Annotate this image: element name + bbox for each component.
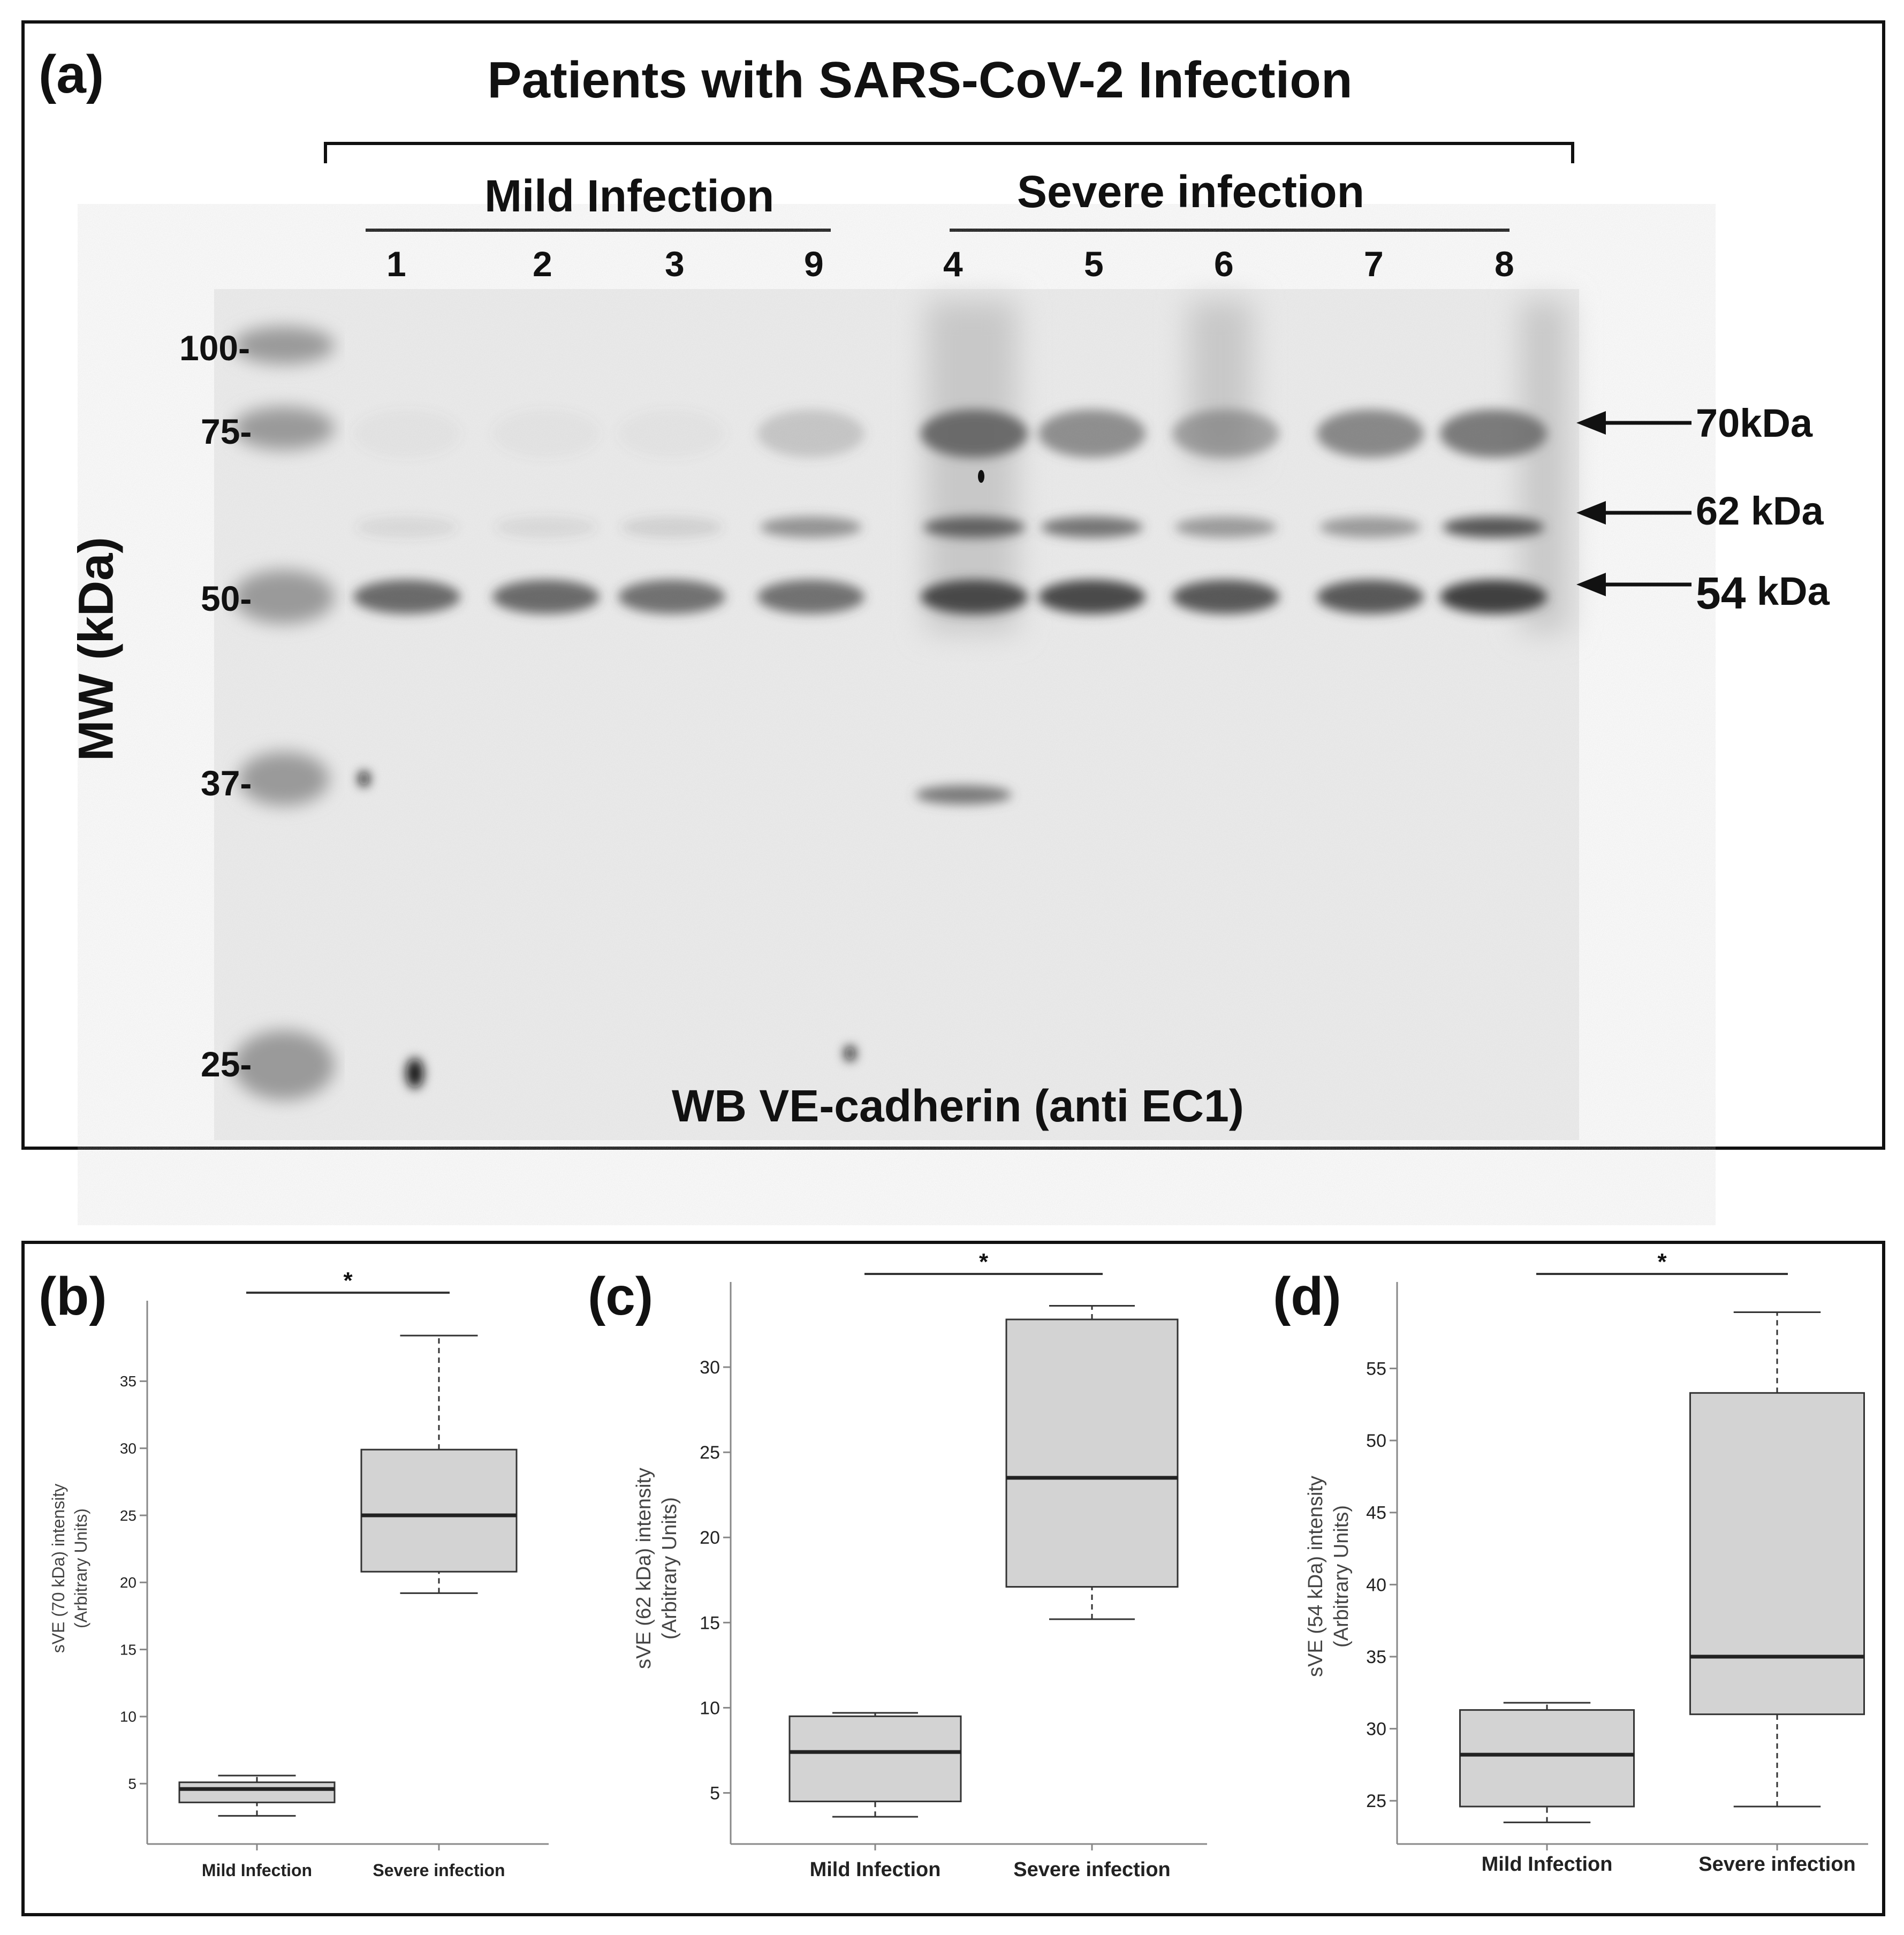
boxplot-panel: 25 30 35 40 45 50 55 sVE (54 kDa) intensity (Arb… (1304, 1249, 1868, 1876)
lane-label: 5 (1084, 244, 1104, 284)
box-iqr (360, 1448, 518, 1573)
panel-a-frame (21, 20, 1885, 1150)
mw-marker: 25- (201, 1044, 252, 1084)
y-tick-label: 10 (700, 1698, 720, 1718)
y-tick-label: 40 (1366, 1575, 1386, 1595)
box-iqr (788, 1715, 962, 1802)
lane-label: 8 (1495, 244, 1514, 284)
x-tick-label: Mild Infection (810, 1858, 941, 1881)
arrow-label-62kda: 62 kDa (1696, 489, 1824, 533)
box-iqr (178, 1781, 336, 1803)
arrow-label-70kda: 70kDa (1696, 401, 1813, 445)
box-mild (1459, 1702, 1635, 1824)
lane-label: 9 (804, 244, 824, 284)
box-iqr (1005, 1318, 1179, 1588)
y-tick-label: 25 (700, 1443, 720, 1463)
panel-b-label: (b) (39, 1266, 107, 1326)
box-severe (1005, 1305, 1179, 1620)
y-tick-label: 50 (1366, 1431, 1386, 1451)
y-tick-label: 15 (120, 1641, 136, 1658)
lane-label: 7 (1364, 244, 1384, 284)
y-axis-label: sVE (54 kDa) intensity (Arbitrary Units) (1304, 1476, 1353, 1677)
mild-infection-group-label: Mild Infection (484, 171, 775, 221)
panel-d-label: (d) (1273, 1266, 1341, 1326)
y-tick-label: 20 (120, 1574, 136, 1591)
boxplot-panel: 5 10 15 20 25 30 sVE (62 kDa) intensity (Arbitr… (633, 1249, 1207, 1881)
panel-a-title: Patients with SARS-CoV-2 Infection (487, 51, 1353, 109)
y-tick-label: 25 (1366, 1791, 1386, 1811)
y-tick-label: 30 (120, 1440, 136, 1456)
y-tick-label: 5 (710, 1783, 720, 1803)
y-tick-label: 15 (700, 1613, 720, 1633)
y-tick-label: 20 (700, 1528, 720, 1548)
lane-label: 4 (943, 244, 963, 284)
x-tick-label: Mild Infection (1482, 1853, 1613, 1876)
y-tick-label: 30 (1366, 1719, 1386, 1740)
panel-bcd-frame (21, 1241, 1885, 1916)
box-mild (178, 1774, 336, 1817)
box-severe (1689, 1311, 1865, 1808)
y-axis-label: sVE (70 kDa) intensity (Arbitrary Units) (49, 1484, 90, 1653)
lane-label: 6 (1214, 244, 1234, 284)
y-axis-label: sVE (62 kDa) intensity (Arbitrary Units) (633, 1468, 681, 1669)
arrow-label-54: 54 (1696, 568, 1746, 618)
y-tick-label: 10 (120, 1709, 136, 1725)
box-severe (360, 1334, 518, 1594)
mw-marker: 75- (201, 412, 252, 451)
panel-c-label: (c) (588, 1266, 654, 1326)
x-tick-label: Severe infection (1013, 1858, 1171, 1881)
lane-label: 3 (665, 244, 685, 284)
mw-marker: 100- (179, 328, 251, 368)
y-tick-label: 55 (1366, 1359, 1386, 1379)
lane-label: 1 (386, 244, 406, 284)
blot-caption: WB VE-cadherin (anti EC1) (672, 1081, 1244, 1131)
arrow-label-kda: kDa (1757, 569, 1830, 613)
y-tick-label: 35 (120, 1373, 136, 1390)
significance-label: * (343, 1268, 353, 1294)
panel-a-label: (a) (39, 44, 104, 104)
y-tick-label: 35 (1366, 1647, 1386, 1667)
x-tick-label: Severe infection (373, 1861, 505, 1880)
lane-label: 2 (533, 244, 552, 284)
mw-marker: 37- (201, 763, 252, 803)
x-tick-label: Severe infection (1698, 1853, 1856, 1876)
box-iqr (1689, 1392, 1865, 1716)
box-iqr (1459, 1709, 1635, 1808)
significance-label: * (979, 1249, 989, 1275)
mw-marker: 50- (201, 579, 252, 618)
y-tick-label: 5 (128, 1775, 136, 1792)
y-tick-label: 30 (700, 1357, 720, 1378)
severe-infection-group-label: Severe infection (1017, 166, 1364, 217)
box-mild (788, 1712, 962, 1818)
boxplot-panel: 5 10 15 20 25 30 35 sVE (70 kDa) intensity (Arbi… (49, 1268, 549, 1880)
significance-label: * (1657, 1249, 1667, 1275)
x-tick-label: Mild Infection (202, 1861, 312, 1880)
y-tick-label: 25 (120, 1507, 136, 1524)
y-tick-label: 45 (1366, 1503, 1386, 1523)
